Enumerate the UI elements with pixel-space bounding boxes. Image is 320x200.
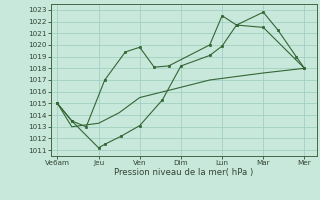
X-axis label: Pression niveau de la mer( hPa ): Pression niveau de la mer( hPa ) bbox=[114, 168, 254, 177]
